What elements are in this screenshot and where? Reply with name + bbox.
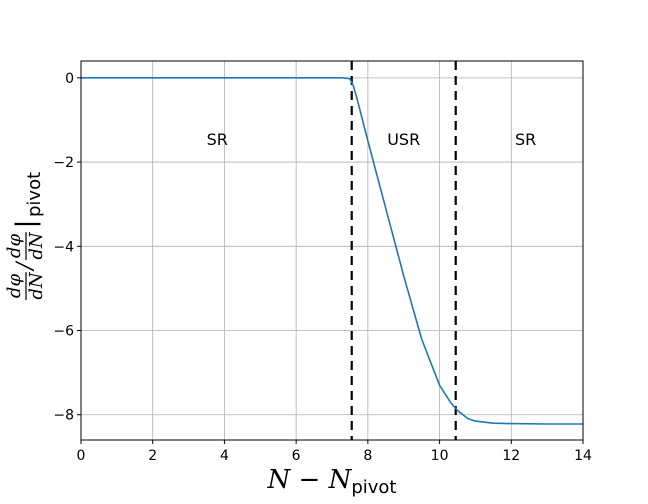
x-tick-label: 4 — [220, 448, 229, 464]
y-label-num2: dφ — [4, 234, 25, 259]
x-axis-ticks: 0 2 4 6 8 10 12 14 — [77, 440, 592, 464]
y-tick-label: −4 — [53, 239, 74, 255]
y-label-slash: / — [13, 260, 38, 272]
y-label-num: dφ — [4, 274, 25, 299]
x-axis-label: N − Npivot — [267, 465, 397, 498]
y-label-bar: | — [11, 220, 41, 229]
x-tick-label: 2 — [148, 448, 157, 464]
y-label-sub: pivot — [24, 172, 45, 217]
y-tick-label: −6 — [53, 324, 74, 340]
y-tick-label: 0 — [65, 71, 74, 87]
x-axis-label-sub: pivot — [351, 477, 396, 498]
series-line — [81, 77, 583, 425]
region-label-sr: SR — [207, 130, 228, 149]
y-tick-label: −8 — [53, 408, 74, 424]
y-tick-label: −2 — [53, 155, 74, 171]
region-labels: SR USR SR — [207, 130, 537, 149]
y-label-den: dN — [26, 271, 47, 300]
y-axis-label: dφ dN / dφ dN | pivot — [4, 172, 47, 300]
y-axis-ticks: 0 −2 −4 −6 −8 — [53, 71, 81, 424]
plot-frame — [80, 60, 584, 441]
x-tick-label: 12 — [502, 448, 520, 464]
y-label-den2: dN — [26, 231, 47, 260]
x-tick-label: 10 — [431, 448, 449, 464]
x-tick-label: 14 — [574, 448, 592, 464]
x-axis-label-main: N − N — [267, 465, 353, 495]
x-tick-label: 6 — [292, 448, 301, 464]
data-series — [81, 77, 583, 425]
x-tick-label: 8 — [363, 448, 372, 464]
region-label-sr: SR — [515, 130, 536, 149]
grid-lines — [80, 61, 584, 440]
region-label-usr: USR — [387, 130, 420, 149]
x-tick-label: 0 — [77, 448, 86, 464]
region-boundaries — [350, 61, 457, 440]
